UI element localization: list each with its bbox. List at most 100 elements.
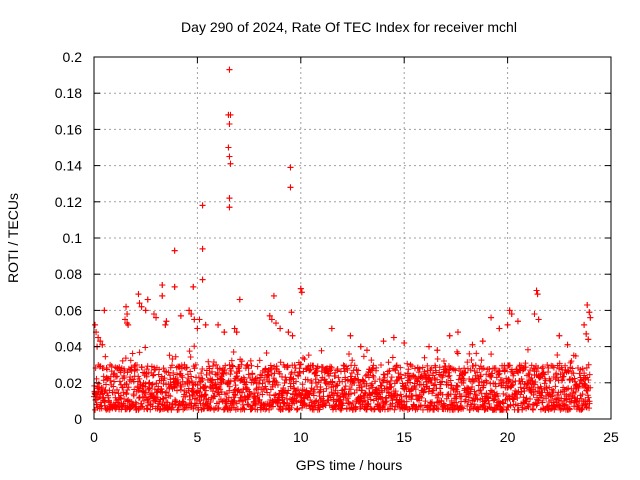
y-tick-label: 0.04 <box>55 339 82 355</box>
data-point <box>289 332 296 339</box>
x-tick-label: 25 <box>603 429 619 445</box>
data-point <box>270 292 277 299</box>
data-point <box>277 325 284 332</box>
data-point <box>401 339 408 346</box>
data-point <box>125 321 132 328</box>
data-point <box>122 316 129 323</box>
grid-lines <box>94 57 611 419</box>
data-point <box>236 296 243 303</box>
data-point <box>380 338 387 345</box>
data-point <box>508 311 515 318</box>
data-point <box>191 316 198 323</box>
data-point <box>285 329 292 336</box>
data-point <box>514 318 521 325</box>
data-point <box>215 321 222 328</box>
data-point <box>496 325 503 332</box>
data-point <box>268 316 275 323</box>
data-point <box>347 332 354 339</box>
data-point <box>226 120 233 127</box>
y-tick-label: 0.1 <box>63 230 83 246</box>
data-point <box>233 329 240 336</box>
data-point <box>556 332 563 339</box>
data-point <box>357 343 364 350</box>
roti-points <box>91 66 594 413</box>
y-tick-label: 0.14 <box>55 158 82 174</box>
x-tick-label: 0 <box>90 429 98 445</box>
data-point <box>488 314 495 321</box>
data-point <box>586 309 593 316</box>
data-point <box>162 321 169 328</box>
data-point <box>92 321 99 328</box>
data-point <box>288 309 295 316</box>
y-tick-label: 0.12 <box>55 194 82 210</box>
data-point <box>135 291 142 298</box>
data-point <box>227 111 234 118</box>
data-point <box>159 292 166 299</box>
data-point <box>196 316 203 323</box>
data-point <box>298 289 305 296</box>
data-point <box>533 287 540 294</box>
data-point <box>159 282 166 289</box>
data-point <box>153 314 160 321</box>
data-point <box>136 300 143 307</box>
data-point <box>585 336 592 343</box>
chart-title: Day 290 of 2024, Rate Of TEC Index for r… <box>181 19 517 35</box>
data-point <box>534 291 541 298</box>
y-axis-ticks: 0 0.02 0.04 0.06 0.08 0.1 0.12 0.14 0.16 0.18 0.2 <box>55 49 611 427</box>
data-point <box>138 303 145 310</box>
data-point <box>144 296 151 303</box>
y-tick-label: 0.08 <box>55 266 82 282</box>
data-point <box>227 160 234 167</box>
y-tick-label: 0.16 <box>55 121 82 137</box>
data-point <box>287 164 294 171</box>
data-point <box>226 66 233 73</box>
data-point <box>202 321 209 328</box>
data-point <box>226 204 233 211</box>
data-point <box>506 307 513 314</box>
data-point <box>150 311 157 318</box>
y-axis-label: ROTI / TECUs <box>5 193 21 283</box>
y-tick-label: 0 <box>74 411 82 427</box>
data-point <box>221 329 228 336</box>
data-point <box>584 301 591 308</box>
data-point <box>363 347 370 354</box>
data-point <box>99 341 106 348</box>
data-point <box>583 330 590 337</box>
y-tick-label: 0.06 <box>55 302 82 318</box>
data-point <box>287 184 294 191</box>
data-point <box>581 321 588 328</box>
data-point <box>328 325 335 332</box>
x-axis-ticks: 0 5 10 15 20 25 <box>90 57 619 445</box>
data-point <box>469 341 476 348</box>
data-point <box>587 314 594 321</box>
data-point <box>390 334 397 341</box>
data-point <box>177 312 184 319</box>
y-tick-label: 0.2 <box>63 49 83 65</box>
data-point <box>124 311 131 318</box>
data-point <box>199 202 206 209</box>
data-points <box>91 66 594 413</box>
data-point <box>225 144 232 151</box>
data-point <box>426 343 433 350</box>
data-point <box>190 283 197 290</box>
data-point <box>163 318 170 325</box>
data-point <box>226 153 233 160</box>
data-point <box>446 332 453 339</box>
x-tick-label: 15 <box>396 429 412 445</box>
x-axis-label: GPS time / hours <box>296 457 403 473</box>
y-tick-label: 0.18 <box>55 85 82 101</box>
x-tick-label: 5 <box>194 429 202 445</box>
data-point <box>272 320 279 327</box>
data-point <box>531 311 538 318</box>
data-point <box>226 195 233 202</box>
y-tick-label: 0.02 <box>55 375 82 391</box>
data-point <box>97 338 104 345</box>
data-point <box>171 247 178 254</box>
data-point <box>535 316 542 323</box>
x-tick-label: 20 <box>500 429 516 445</box>
data-point <box>199 245 206 252</box>
data-point <box>171 283 178 290</box>
data-point <box>504 321 511 328</box>
x-tick-label: 10 <box>293 429 309 445</box>
